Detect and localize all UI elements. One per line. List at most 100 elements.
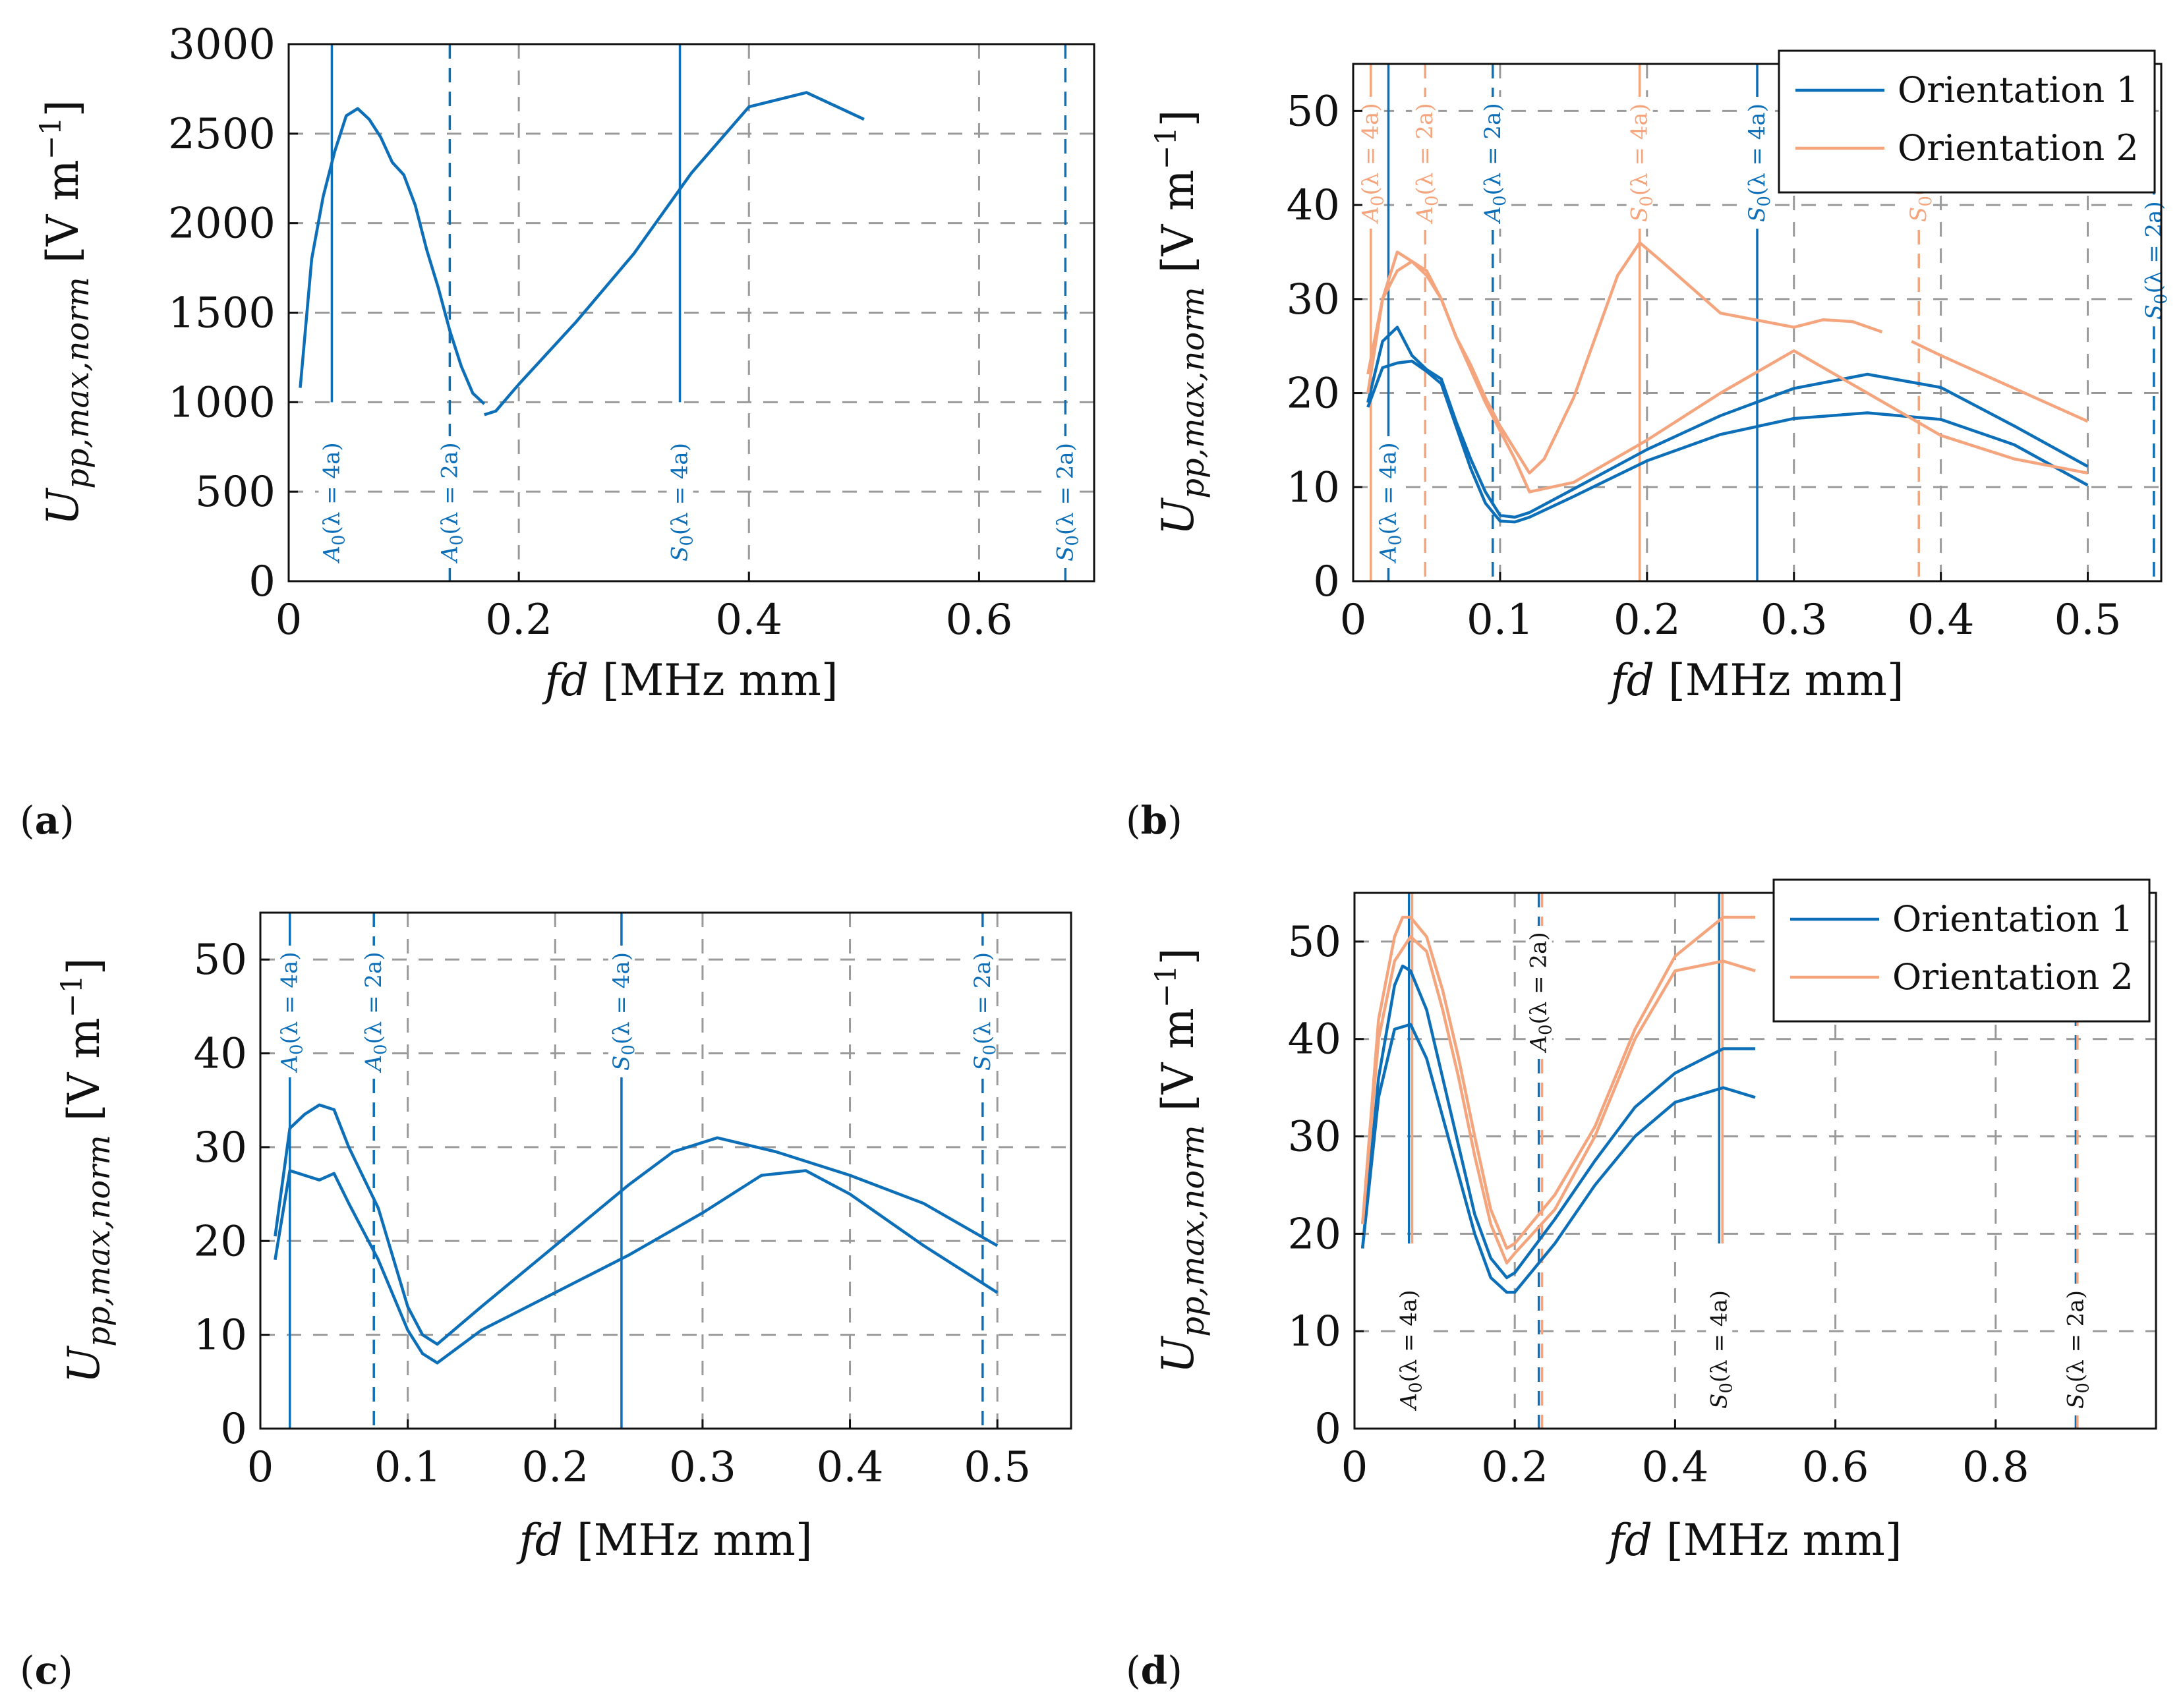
plot-frame — [259, 911, 1072, 1430]
mode-marker-label-bg — [276, 946, 303, 1077]
x-tick-label: 0 — [1341, 1443, 1368, 1492]
y-tick-label: 20 — [194, 1217, 247, 1266]
mode-marker-label: S0(λ = 4a) — [1627, 103, 1657, 222]
mode-marker-label-bg — [1744, 97, 1770, 229]
x-tick-label: 0.6 — [1802, 1443, 1869, 1492]
series-line-orientation-2 — [1366, 241, 1883, 475]
mode-marker-label: A0(λ = 4a) — [1358, 103, 1388, 224]
y-tick-label: 2500 — [168, 110, 276, 159]
x-tick-label: 0.6 — [946, 596, 1013, 644]
mode-marker-label-bg — [318, 436, 345, 568]
series-line-orientation-1 — [1366, 326, 2089, 519]
series-line-orientation-1 — [1360, 964, 1755, 1280]
mode-marker-label: A0(λ = 2a) — [436, 442, 467, 563]
x-tick-label: 0.1 — [1467, 596, 1534, 644]
y-tick-label: 40 — [194, 1030, 247, 1079]
x-tick-label: 0.2 — [485, 596, 552, 644]
series-line-orientation-2 — [1360, 915, 1755, 1250]
panel-label: (d) — [1126, 1648, 1182, 1693]
series-line-orientation-1 — [1366, 359, 2089, 524]
mode-marker-label: A0(λ = 4a) — [318, 442, 349, 563]
y-axis-label: Upp,max,norm [V m−1] — [1150, 110, 1211, 536]
series-line-orientation-2 — [1911, 339, 2089, 423]
chart-panel-c: A0(λ = 4a) A0(λ = 2a) S0(λ = 4a) S0(λ = 2a)… — [20, 911, 1072, 1693]
mode-marker-label-bg — [969, 946, 996, 1077]
mode-marker-label: S0(λ = 4a) — [667, 443, 697, 561]
mode-marker-label-bg — [1357, 97, 1384, 229]
mode-marker-label: S0(λ = 2a) — [970, 952, 1000, 1071]
mode-marker-label-bg — [1706, 1284, 1733, 1415]
mode-marker-label: S0(λ = 4a) — [1744, 103, 1774, 222]
series-line-orientation-1 — [274, 1169, 999, 1365]
y-tick-label: 0 — [1314, 1405, 1341, 1454]
mode-marker-label: S0(λ = 4a) — [1706, 1290, 1736, 1409]
plot-frame — [1353, 892, 2157, 1430]
panel-label: (c) — [20, 1648, 73, 1693]
y-tick-label: 30 — [1287, 275, 1340, 324]
x-tick-label: 0.3 — [1761, 596, 1828, 644]
mode-marker-label: A0(λ = 4a) — [1375, 442, 1405, 563]
x-tick-label: 0.4 — [1642, 1443, 1709, 1492]
x-axis-label: fd [MHz mm] — [1605, 1515, 1902, 1566]
mode-marker-label: A0(λ = 2a) — [361, 952, 391, 1073]
mode-marker-label-bg — [1395, 1284, 1422, 1415]
x-tick-label: 0 — [276, 596, 303, 644]
series-line-orientation-2 — [1360, 935, 1756, 1265]
x-tick-label: 0.5 — [964, 1443, 1031, 1492]
mode-marker-label: A0(λ = 2a) — [1412, 103, 1442, 224]
legend-box — [1772, 878, 2151, 1023]
mode-marker-label: A0(λ = 2a) — [1526, 932, 1556, 1053]
series-line-orientation-1 — [1360, 1023, 1756, 1294]
y-tick-label: 0 — [1313, 557, 1340, 606]
y-tick-label: 40 — [1288, 1015, 1341, 1064]
x-tick-label: 0.2 — [521, 1443, 589, 1492]
series-line-orientation-1 — [299, 107, 486, 405]
x-tick-label: 0.3 — [669, 1443, 736, 1492]
mode-marker-label-bg — [436, 436, 463, 568]
y-tick-label: 20 — [1287, 370, 1340, 418]
mode-marker-label-bg — [608, 946, 635, 1077]
x-tick-label: 0.8 — [1962, 1443, 2029, 1492]
mode-marker-label: A0(λ = 2a) — [1480, 103, 1510, 224]
x-tick-label: 0.4 — [817, 1443, 884, 1492]
y-tick-label: 10 — [194, 1311, 247, 1360]
y-tick-label: 50 — [194, 936, 247, 984]
y-tick-label: 3000 — [168, 20, 276, 69]
mode-marker-label: S0(λ = 2a) — [1052, 443, 1082, 561]
y-tick-label: 1500 — [168, 289, 276, 338]
x-tick-label: 0.1 — [374, 1443, 442, 1492]
mode-marker-label-bg — [2062, 1284, 2089, 1415]
x-axis-label: fd [MHz mm] — [1607, 655, 1904, 706]
chart-panel-b: A0(λ = 4a) A0(λ = 4a) A0(λ = 2a) A0(λ = 2a)… — [1126, 49, 2171, 843]
x-tick-label: 0.4 — [1907, 596, 1975, 644]
x-tick-label: 0 — [1340, 596, 1367, 644]
chart-panel-a: A0(λ = 4a) A0(λ = 2a) S0(λ = 4a) S0(λ = 2a)… — [20, 20, 1095, 843]
mode-marker-label-bg — [666, 436, 693, 568]
series-line-orientation-1 — [274, 1103, 999, 1346]
y-tick-label: 10 — [1287, 463, 1340, 512]
legend-entry: Orientation 1 — [1898, 69, 2139, 111]
mode-marker-label: S0(λ = 2a) — [2062, 1290, 2093, 1409]
y-tick-label: 0 — [248, 557, 276, 606]
mode-marker-label: A0(λ = 4a) — [277, 952, 307, 1073]
mode-marker-label: S0(λ = 4a) — [608, 952, 639, 1071]
y-tick-label: 50 — [1287, 87, 1340, 136]
y-tick-label: 2000 — [168, 200, 276, 248]
legend-entry: Orientation 2 — [1892, 956, 2134, 998]
chart-panel-d: A0(λ = 4a) A0(λ = 2a) S0(λ = 4a) S0(λ = 2a)… — [1126, 878, 2157, 1693]
mode-marker-label-bg — [1479, 97, 1506, 229]
y-tick-label: 500 — [195, 468, 276, 517]
x-tick-label: 0.4 — [715, 596, 782, 644]
y-tick-label: 1000 — [168, 378, 276, 427]
y-tick-label: 20 — [1288, 1210, 1341, 1259]
y-tick-label: 30 — [194, 1124, 247, 1172]
mode-marker-label-bg — [1412, 97, 1439, 229]
panel-label: (b) — [1126, 798, 1182, 843]
panel-label: (a) — [20, 798, 74, 843]
y-tick-label: 50 — [1288, 918, 1341, 967]
x-axis-label: fd [MHz mm] — [515, 1515, 812, 1566]
x-tick-label: 0.2 — [1481, 1443, 1548, 1492]
legend: Orientation 1 Orientation 2 — [1778, 49, 2156, 194]
plot-frame — [1352, 63, 2163, 583]
